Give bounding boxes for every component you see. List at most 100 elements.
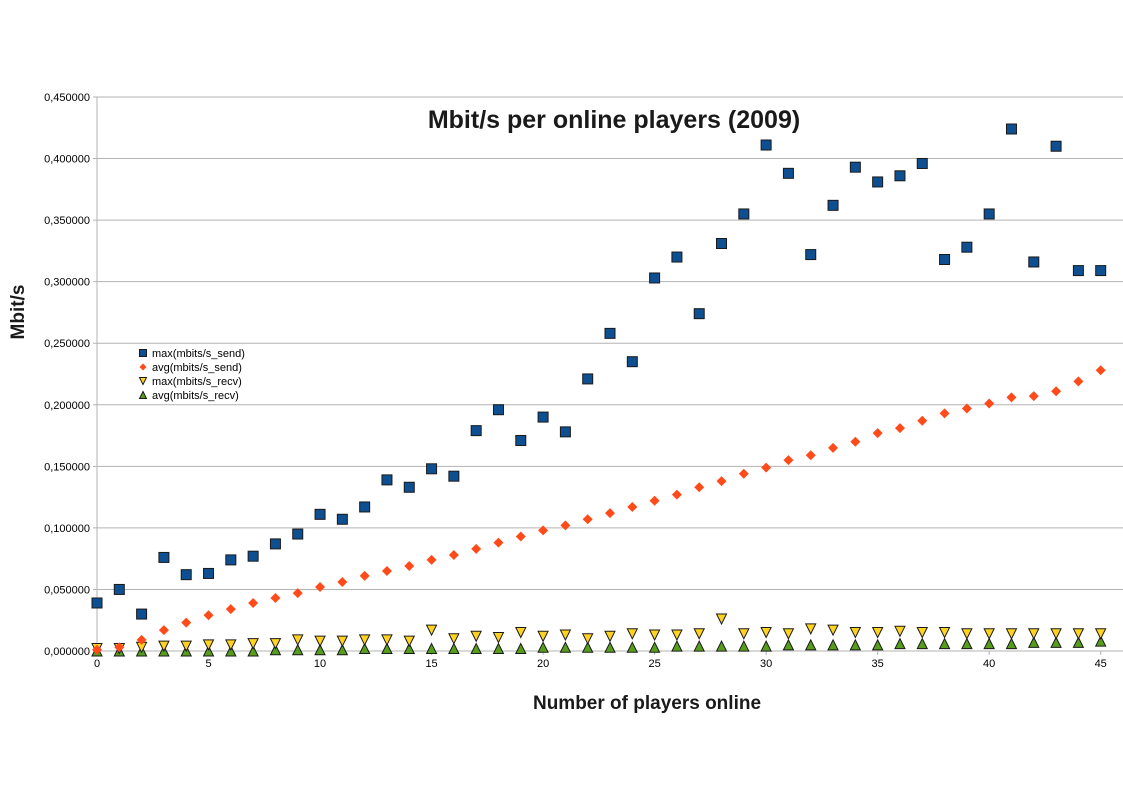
data-point [359, 501, 371, 513]
data-point [1072, 265, 1084, 277]
legend-item: max(mbits/s_send) [139, 348, 245, 360]
data-point [381, 565, 392, 576]
data-point [1027, 636, 1040, 648]
data-point [849, 161, 861, 173]
data-point [492, 404, 504, 416]
data-point [805, 249, 817, 261]
data-point [1051, 386, 1062, 397]
data-point [336, 513, 348, 525]
data-point [761, 462, 772, 473]
data-point [872, 428, 883, 439]
data-point [760, 639, 772, 652]
data-point [626, 641, 639, 653]
data-point [626, 356, 638, 368]
data-point [158, 640, 170, 653]
data-point [738, 628, 750, 640]
data-point [359, 570, 370, 581]
legend-item: avg(mbits/s_recv) [138, 390, 239, 402]
data-point [202, 639, 215, 651]
y-tick-label: 0,450000 [44, 92, 90, 104]
data-point [828, 442, 839, 453]
data-point [92, 644, 102, 655]
series-diamond [92, 365, 1106, 655]
data-point [180, 569, 192, 581]
data-point [1005, 628, 1018, 640]
x-tick-label: 20 [537, 658, 549, 670]
legend-marker [138, 390, 148, 399]
data-point [292, 588, 303, 599]
x-tick-label: 30 [760, 658, 772, 670]
x-axis-title: Number of players online [533, 693, 761, 714]
data-point [448, 633, 460, 645]
data-point [917, 415, 928, 426]
data-point [804, 623, 817, 635]
data-point [203, 610, 214, 621]
data-point [693, 628, 706, 640]
data-point [1028, 256, 1040, 268]
data-point [202, 644, 215, 657]
data-point [381, 642, 393, 655]
data-point [136, 634, 147, 645]
data-point [404, 561, 415, 572]
data-point [1094, 628, 1107, 640]
data-point [716, 476, 727, 487]
data-point [916, 157, 928, 169]
data-point [827, 638, 839, 651]
data-point [1050, 636, 1062, 648]
data-point [1006, 392, 1017, 403]
data-point [425, 624, 438, 637]
x-tick-label: 25 [648, 658, 660, 670]
data-point [626, 628, 639, 640]
data-point [1072, 628, 1085, 640]
data-point [984, 398, 995, 409]
data-point [1095, 265, 1107, 277]
data-point [537, 630, 549, 643]
data-point [381, 474, 393, 486]
data-point [448, 549, 459, 560]
data-point [426, 554, 437, 565]
data-point [1005, 123, 1017, 135]
series-triangle-down [91, 613, 1107, 655]
data-point [604, 630, 616, 643]
data-point [715, 613, 728, 626]
data-point [871, 638, 884, 651]
data-point [358, 634, 371, 647]
data-point [805, 450, 816, 461]
data-point [671, 251, 683, 263]
y-tick-label: 0,150000 [44, 461, 90, 473]
data-point [270, 593, 281, 604]
tick-labels: 0,000000 0,050000 0,100000 0,150000 0,200000… [44, 92, 1107, 670]
y-tick-label: 0,000000 [44, 646, 90, 658]
data-point [581, 633, 594, 645]
data-point [715, 639, 728, 652]
data-point [269, 538, 281, 550]
data-point [961, 637, 973, 650]
data-point [961, 628, 973, 640]
legend: max(mbits/s_send) avg(mbits/s_send) max(mb… [138, 348, 245, 402]
data-point [648, 629, 661, 642]
data-point [827, 624, 839, 637]
data-point [760, 627, 772, 639]
data-point [1027, 628, 1040, 640]
data-point [559, 629, 572, 642]
data-point [247, 550, 259, 562]
data-point [493, 537, 504, 548]
data-point [604, 641, 616, 653]
data-point [538, 525, 549, 536]
legend-label: max(mbits/s_send) [152, 348, 245, 360]
data-point [470, 425, 482, 437]
data-point [291, 634, 304, 647]
data-point [872, 176, 884, 188]
data-point [247, 644, 259, 657]
data-point [514, 642, 527, 655]
data-point [716, 238, 728, 250]
data-point [939, 254, 951, 266]
x-tick-label: 45 [1095, 658, 1107, 670]
y-tick-label: 0,300000 [44, 277, 90, 289]
data-point [358, 642, 371, 655]
data-point [537, 641, 549, 653]
data-point [403, 642, 416, 655]
data-point [403, 481, 415, 493]
data-point [1073, 376, 1084, 387]
